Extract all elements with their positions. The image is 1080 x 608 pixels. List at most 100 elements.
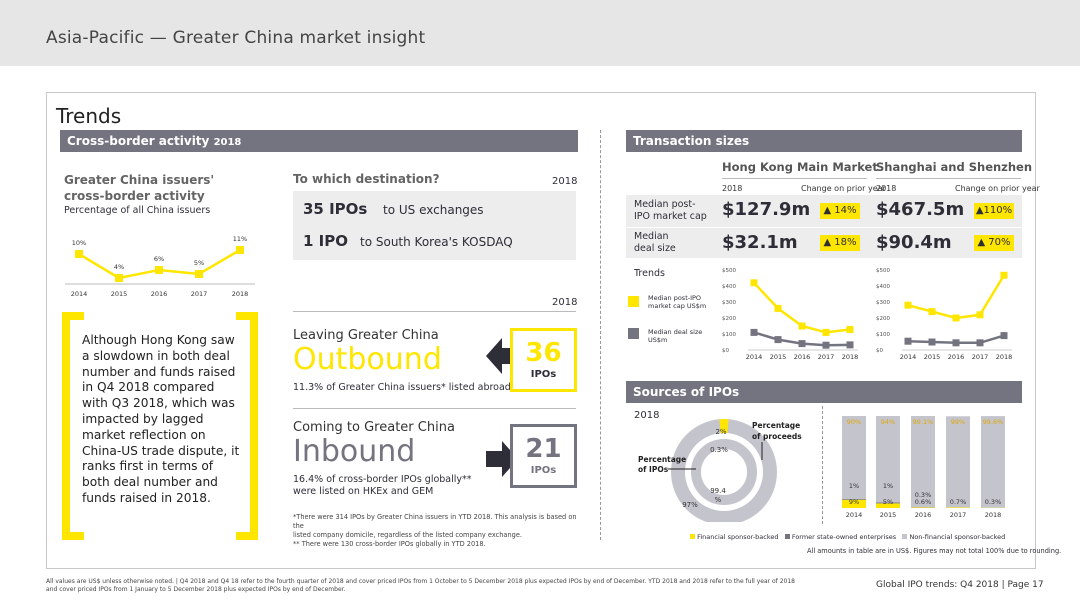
outbound-word: Outbound <box>293 342 442 377</box>
sources-year: 2018 <box>634 410 660 421</box>
inbound-label: Coming to Greater China <box>293 420 455 435</box>
cb-data-label: 4% <box>114 263 124 271</box>
sz-point <box>1000 332 1008 340</box>
sz-y-tick: $300 <box>876 300 890 306</box>
sz-x-tick: 2016 <box>948 353 965 361</box>
sz-trends-chart: $0 $100 $200 $300 $400 $500 2014 2015 2016 2017 20… <box>876 268 1012 361</box>
tx-col1-year: 2018 <box>722 184 743 193</box>
stack-data-label: 94% <box>881 418 895 426</box>
tx-row1-label: Median post- IPO market cap <box>634 199 707 223</box>
cb-x-tick: 2014 <box>71 290 88 298</box>
sz-y-tick: $200 <box>876 316 890 322</box>
tx-col2-title: Shanghai and Shenzhen <box>876 160 1033 174</box>
cb-x-tick: 2017 <box>191 290 208 298</box>
cb-footnote-3: ** There were 130 cross-border IPOs glob… <box>293 540 486 548</box>
inbound-count: 21 <box>525 434 562 464</box>
sources-separator <box>822 406 823 524</box>
tx-col1-change: Change on prior year <box>801 184 886 193</box>
stack-bar-segment <box>842 416 866 499</box>
legend-c-swatch <box>902 534 908 539</box>
hk-point <box>774 336 782 344</box>
sz-x-tick: 2017 <box>972 353 989 361</box>
donut-annot-proceeds-1: Percentage <box>752 421 800 430</box>
tx-row2-sz-change: ▲ 70% <box>974 235 1014 251</box>
cross-border-title: Cross-border activity <box>67 134 210 148</box>
inbound-unit: IPOs <box>530 465 557 476</box>
legend-b-swatch <box>784 534 790 539</box>
stack-bar-segment <box>876 503 900 508</box>
cb-x-tick: 2018 <box>232 290 249 298</box>
stack-bar-segment <box>911 416 935 508</box>
legend-market-cap-2: market cap US$m <box>648 302 707 310</box>
section-title: Trends <box>56 104 122 128</box>
legend-market-cap-label: Median post-IPO market cap US$m <box>648 294 706 310</box>
inbound-desc: 16.4% of cross-border IPOs globally** we… <box>293 474 472 498</box>
legend-deal-size-1: Median deal size <box>648 328 703 336</box>
tx-col2-change: Change on prior year <box>955 184 1040 193</box>
legend-deal-size-2: US$m <box>648 336 668 344</box>
cb-point <box>195 270 203 278</box>
tx-col2-rule <box>876 178 1021 179</box>
stack-x-tick: 2018 <box>985 511 1002 519</box>
sz-point <box>952 339 960 347</box>
tx-col2-year: 2018 <box>876 184 897 193</box>
donut-inner-ring <box>691 439 757 505</box>
sz-point <box>904 301 912 309</box>
destination-row-korea: 1 IPO to South Korea's KOSDAQ <box>293 226 576 260</box>
destination-year: 2018 <box>552 176 578 187</box>
cross-border-year: 2018 <box>213 137 242 148</box>
stack-bar-segment <box>876 502 900 504</box>
hk-y-tick: $0 <box>722 348 729 354</box>
legend-market-cap-1: Median post-IPO <box>648 294 702 302</box>
donut-label-outer-b: 0.3% <box>710 446 728 454</box>
tx-row1-label-1: Median post- <box>634 199 696 210</box>
donut-label-inner-b: % <box>715 496 722 504</box>
hk-point <box>822 328 830 336</box>
cb-footnotes: *There were 314 IPOs by Greater China is… <box>293 513 579 549</box>
stack-data-label: 0.3% <box>985 498 1002 506</box>
hk-point <box>846 326 854 334</box>
inbound-desc-2: were listed on HKEx and GEM <box>293 486 434 497</box>
sz-x-tick: 2014 <box>900 353 917 361</box>
donut-label-outer-a: 2% <box>715 428 726 436</box>
hk-x-tick: 2015 <box>770 353 787 361</box>
hk-x-tick: 2014 <box>746 353 763 361</box>
stack-x-tick: 2015 <box>880 511 897 519</box>
tx-row2-label: Median deal size <box>634 231 676 255</box>
tx-row2-hk-value: $32.1m <box>722 232 798 253</box>
donut-annot-proceeds-2: of proceeds <box>752 432 802 441</box>
hk-point <box>798 340 806 348</box>
stack-bar-segment <box>876 416 900 503</box>
dest1-number: 35 IPOs <box>303 200 368 218</box>
cb-footnote-1: *There were 314 IPOs by Greater China is… <box>293 513 577 530</box>
legend-c-label: Non-financial sponsor-backed <box>909 533 1006 541</box>
quote-bracket-right-top <box>236 312 258 320</box>
hk-point <box>774 304 782 312</box>
cb-x-tick: 2015 <box>111 290 128 298</box>
stack-data-label: 1% <box>849 482 859 490</box>
stack-data-label: 0.6% <box>915 498 932 506</box>
cb-chart-title-line2: cross-border activity <box>64 189 205 203</box>
tx-row1-label-2: IPO market cap <box>634 211 707 222</box>
sz-point <box>952 314 960 322</box>
sz-y-tick: $400 <box>876 284 890 290</box>
cb-chart-title-line1: Greater China issuers' <box>64 173 215 187</box>
outbound-unit: IPOs <box>530 369 557 380</box>
sz-point <box>904 337 912 345</box>
outbound-count: 36 <box>525 338 562 368</box>
inbound-word: Inbound <box>293 434 416 469</box>
sz-y-tick: $0 <box>876 348 883 354</box>
donut-label-inner-a: 99.4 <box>710 487 726 495</box>
sources-donut-chart: 2% 0.3% 97% 99.4% Percentage of proceeds Perce… <box>638 419 802 522</box>
donut-label-outer-c: 97% <box>682 501 698 509</box>
sz-point <box>928 338 936 346</box>
column-separator <box>600 130 601 540</box>
stack-data-label: 1% <box>883 482 893 490</box>
hk-x-tick: 2016 <box>794 353 811 361</box>
flow-year: 2018 <box>552 297 578 308</box>
stack-data-label: 0.7% <box>950 498 967 506</box>
dest2-number: 1 IPO <box>303 232 348 250</box>
stack-data-label: 99% <box>951 418 965 426</box>
cross-border-line-chart: 10% 4% 6% 5% 11% 2014 2015 2016 2017 2018 <box>65 235 255 298</box>
sz-y-tick: $500 <box>876 268 890 274</box>
